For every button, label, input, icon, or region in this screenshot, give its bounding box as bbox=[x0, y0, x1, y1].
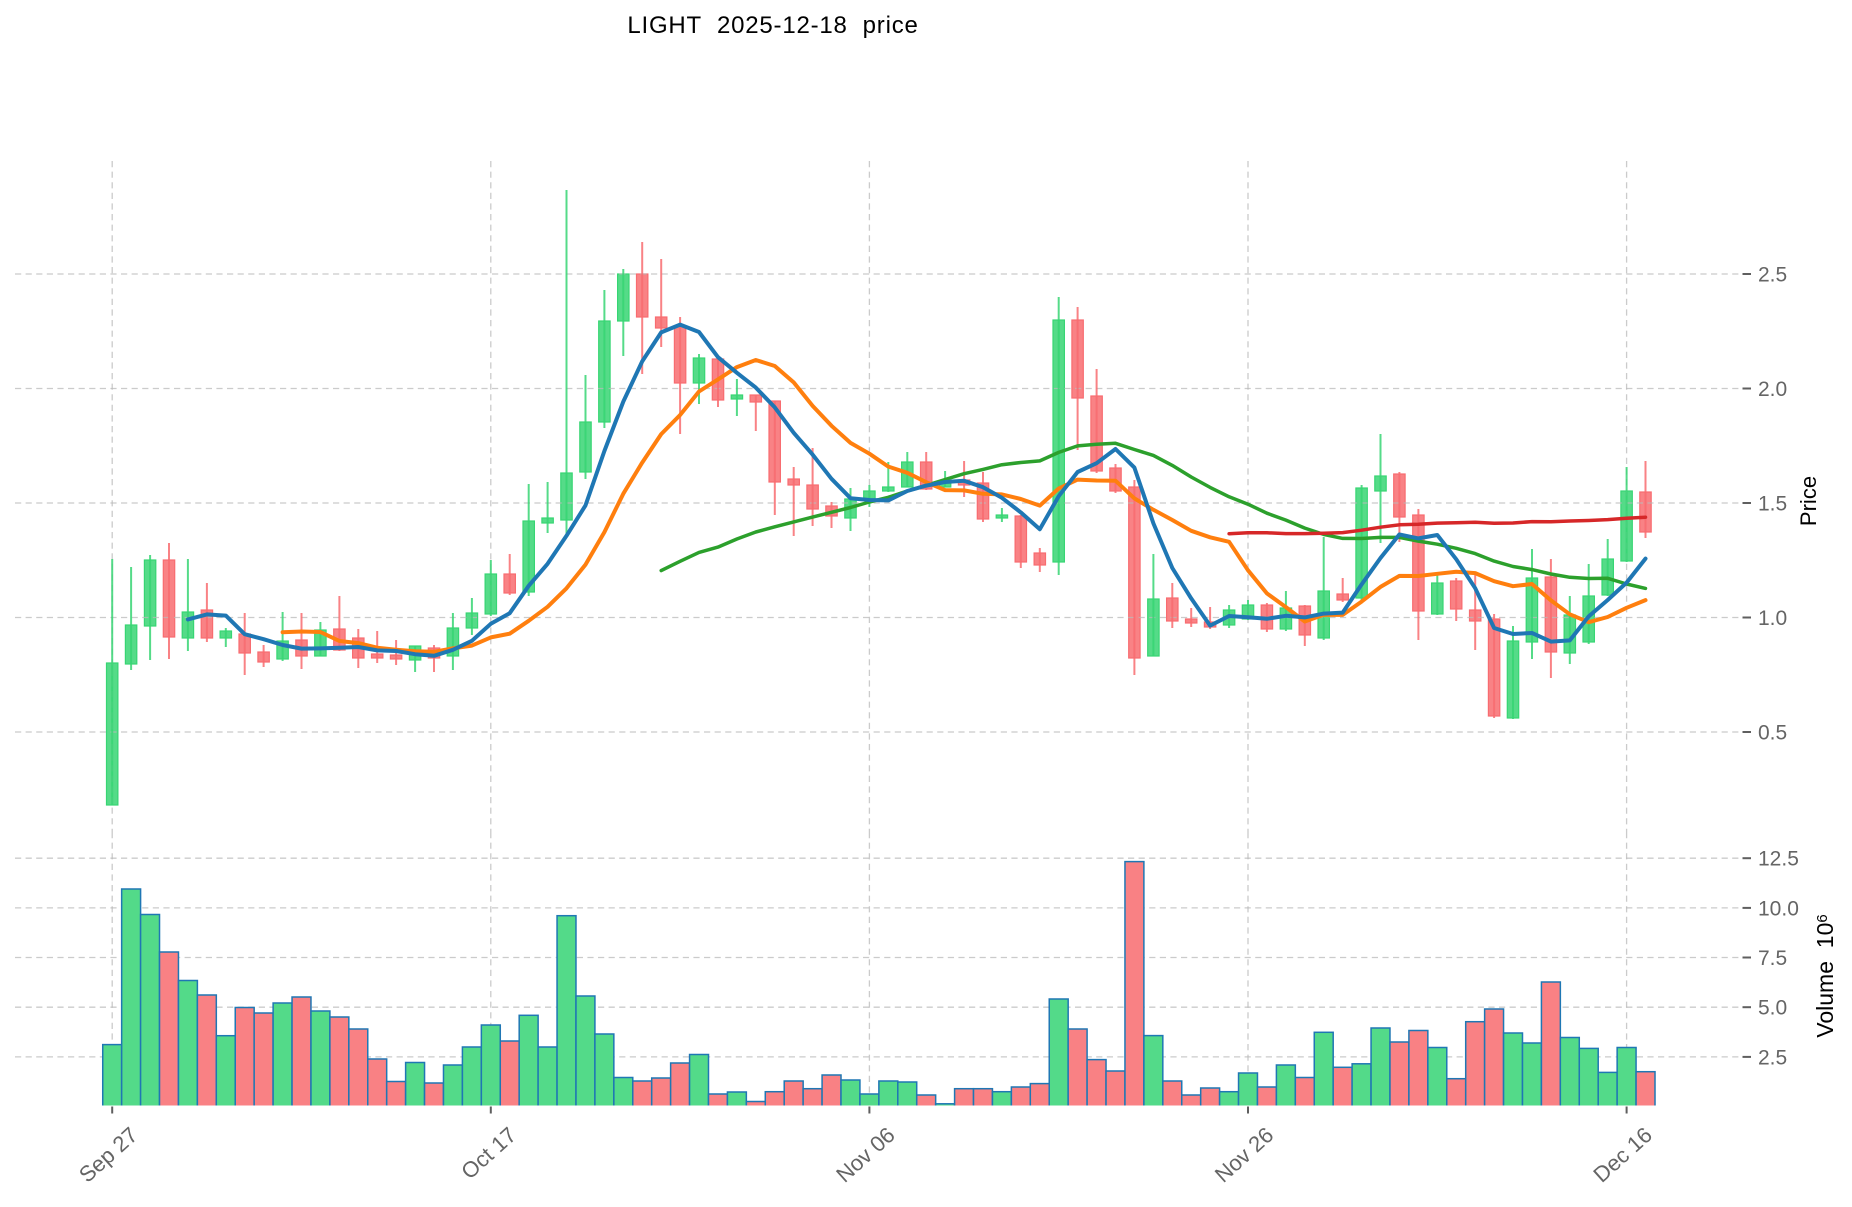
svg-text:10.0: 10.0 bbox=[1758, 897, 1799, 920]
svg-text:Volume 106: Volume 106 bbox=[1812, 914, 1838, 1037]
svg-text:2.0: 2.0 bbox=[1758, 378, 1787, 401]
svg-text:1.5: 1.5 bbox=[1758, 493, 1787, 516]
svg-text:12.5: 12.5 bbox=[1758, 848, 1799, 871]
svg-text:1.0: 1.0 bbox=[1758, 607, 1787, 630]
svg-text:7.5: 7.5 bbox=[1758, 947, 1787, 970]
svg-text:2.5: 2.5 bbox=[1758, 264, 1787, 287]
svg-text:LIGHT 2025-12-18 price: LIGHT 2025-12-18 price bbox=[627, 12, 918, 39]
svg-text:0.5: 0.5 bbox=[1758, 722, 1787, 745]
svg-text:5.0: 5.0 bbox=[1758, 997, 1787, 1020]
svg-text:Price: Price bbox=[1796, 476, 1821, 526]
svg-text:2.5: 2.5 bbox=[1758, 1046, 1787, 1069]
